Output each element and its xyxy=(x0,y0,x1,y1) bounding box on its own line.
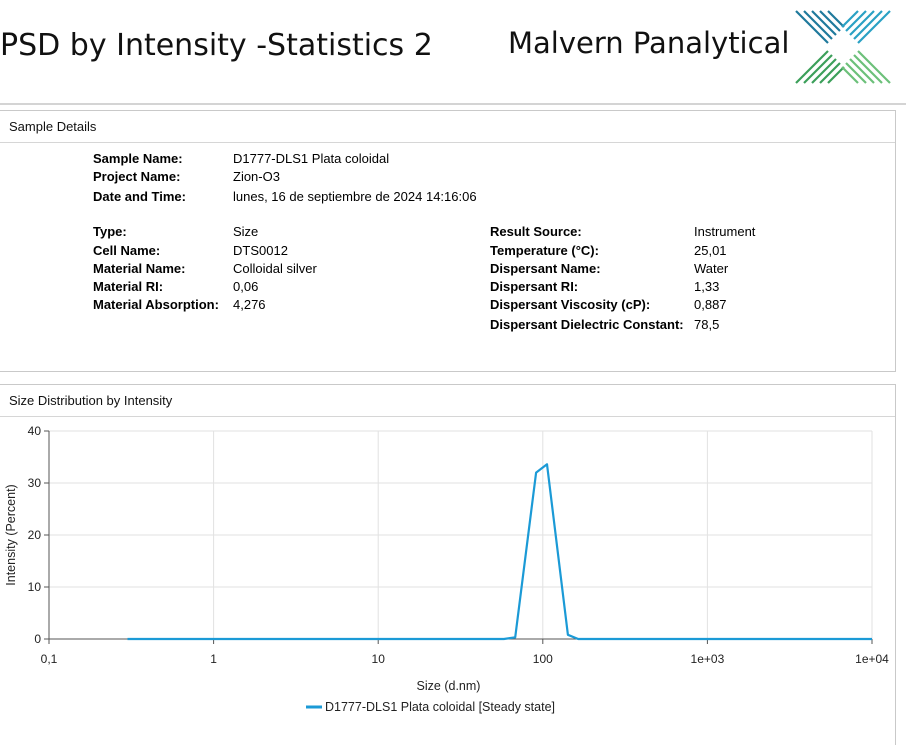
x-tick-label: 0,1 xyxy=(41,652,58,666)
x-tick-label: 10 xyxy=(372,652,386,666)
date-time-label: Date and Time: xyxy=(93,189,186,204)
legend-entry: D1777-DLS1 Plata coloidal [Steady state] xyxy=(325,700,555,714)
dispersant-viscosity-value: 0,887 xyxy=(694,297,727,312)
dispersant-dielectric-label: Dispersant Dielectric Constant: xyxy=(490,317,684,332)
material-name-value: Colloidal silver xyxy=(233,261,317,276)
sample-details-panel: Sample Details Sample Name: D1777-DLS1 P… xyxy=(0,110,896,372)
x-tick-label: 1 xyxy=(210,652,217,666)
x-tick-label: 100 xyxy=(533,652,553,666)
size-distribution-chart: 0,1 1 10 100 1e+03 1e+04 0 10 20 30 40 Size (d.nm) I… xyxy=(4,424,889,714)
material-absorption-value: 4,276 xyxy=(233,297,266,312)
x-axis-label: Size (d.nm) xyxy=(417,679,481,693)
material-name-label: Material Name: xyxy=(93,261,186,276)
brand-name: Malvern Panalytical xyxy=(508,26,790,60)
result-source-label: Result Source: xyxy=(490,224,582,239)
temperature-value: 25,01 xyxy=(694,243,727,258)
series-line xyxy=(127,463,872,641)
material-ri-value: 0,06 xyxy=(233,279,259,294)
dispersant-dielectric-value: 78,5 xyxy=(694,317,720,332)
x-tick-label: 1e+04 xyxy=(855,652,889,666)
sample-details-heading: Sample Details xyxy=(0,111,895,143)
malvern-x-logo-icon xyxy=(795,10,891,84)
type-value: Size xyxy=(233,224,259,239)
material-absorption-label: Material Absorption: xyxy=(93,297,219,312)
y-tick-label: 20 xyxy=(28,528,42,542)
dispersant-ri-label: Dispersant RI: xyxy=(490,279,579,294)
project-name-label: Project Name: xyxy=(93,169,181,184)
size-distribution-panel: Size Distribution by Intensity 0,1 1 10 100… xyxy=(0,384,896,745)
y-tick-label: 10 xyxy=(28,580,42,594)
project-name-value: Zion-O3 xyxy=(233,169,280,184)
y-tick-label: 40 xyxy=(28,424,42,438)
temperature-label: Temperature (°C): xyxy=(490,243,599,258)
y-tick-label: 0 xyxy=(34,632,41,646)
header-divider xyxy=(0,103,906,105)
page-title: PSD by Intensity -Statistics 2 xyxy=(0,28,433,63)
dispersant-ri-value: 1,33 xyxy=(694,279,720,294)
y-axis-label: Intensity (Percent) xyxy=(4,484,18,585)
type-label: Type: xyxy=(93,224,127,239)
size-distribution-heading: Size Distribution by Intensity xyxy=(0,385,895,417)
dispersant-name-label: Dispersant Name: xyxy=(490,261,601,276)
sample-name-value: D1777-DLS1 Plata coloidal xyxy=(233,151,390,166)
x-tick-label: 1e+03 xyxy=(691,652,725,666)
cell-name-value: DTS0012 xyxy=(233,243,288,258)
dispersant-name-value: Water xyxy=(694,261,729,276)
y-tick-label: 30 xyxy=(28,476,42,490)
dispersant-viscosity-label: Dispersant Viscosity (cP): xyxy=(490,297,651,312)
cell-name-label: Cell Name: xyxy=(93,243,161,258)
date-time-value: lunes, 16 de septiembre de 2024 14:16:06 xyxy=(233,189,477,204)
result-source-value: Instrument xyxy=(694,224,756,239)
material-ri-label: Material RI: xyxy=(93,279,164,294)
sample-name-label: Sample Name: xyxy=(93,151,183,166)
